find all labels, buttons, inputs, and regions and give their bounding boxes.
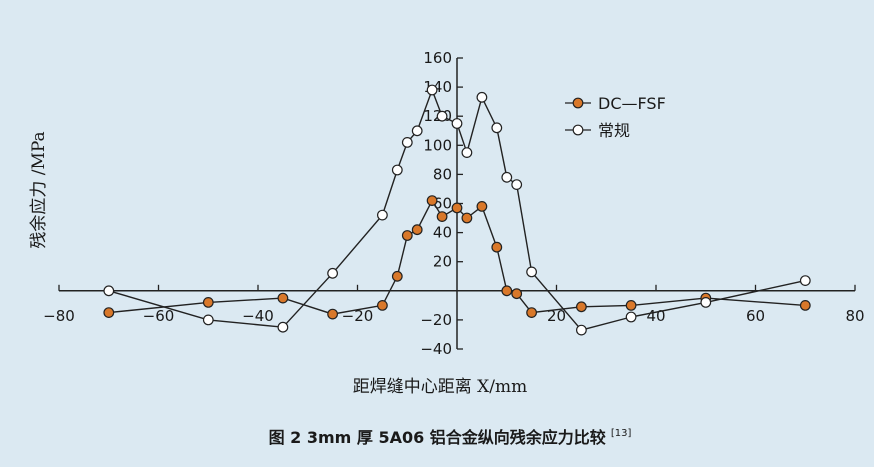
series-layer <box>103 84 811 336</box>
data-point <box>277 292 289 304</box>
data-point <box>411 224 423 236</box>
legend-marker-dcfsf <box>572 97 584 109</box>
data-point <box>625 300 637 311</box>
data-point <box>401 230 413 241</box>
data-point <box>461 147 473 159</box>
x-tick-label: 80 <box>845 307 864 325</box>
y-tick-label: −20 <box>420 311 452 329</box>
figure-caption: 图 2 3mm 厚 5A06 铝合金纵向残余应力比较 [13] <box>269 428 632 447</box>
figure-caption-text: 图 2 3mm 厚 5A06 铝合金纵向残余应力比较 <box>269 428 606 447</box>
data-point <box>436 211 448 223</box>
data-point <box>625 311 637 323</box>
data-point <box>799 300 811 311</box>
data-point <box>526 266 537 278</box>
y-tick-label: −40 <box>420 340 452 358</box>
x-tick-label: 60 <box>746 307 765 325</box>
data-point <box>277 321 289 333</box>
data-point <box>576 301 587 313</box>
data-point <box>426 84 438 96</box>
data-point <box>576 324 587 336</box>
data-point <box>461 212 473 224</box>
x-tick-label: 40 <box>646 307 665 325</box>
legend-label-conventional: 常规 <box>598 121 630 140</box>
x-tick-label: 20 <box>547 307 566 325</box>
y-tick-label: 60 <box>433 195 452 213</box>
data-point <box>436 110 448 122</box>
x-tick-label: −40 <box>242 307 274 325</box>
data-point <box>511 288 523 300</box>
data-point <box>377 209 388 221</box>
x-axis-title: 距焊缝中心距离 X/mm <box>353 377 527 397</box>
y-tick-label: 160 <box>423 49 452 67</box>
y-tick-label: 100 <box>423 136 452 154</box>
data-point <box>491 122 503 134</box>
data-point <box>526 307 537 319</box>
data-point <box>327 267 339 279</box>
data-point <box>202 314 214 326</box>
legend: DC—FSF 常规 <box>565 94 666 140</box>
data-point <box>202 297 214 308</box>
data-point <box>799 275 811 287</box>
data-point <box>103 307 115 319</box>
y-axis-title: 残余应力 /MPa <box>29 131 49 248</box>
data-point <box>426 195 438 207</box>
data-point <box>411 125 423 137</box>
data-point <box>476 91 488 103</box>
data-point <box>327 308 339 320</box>
y-tick-label: 20 <box>433 253 452 271</box>
data-point <box>501 285 513 297</box>
legend-label-dcfsf: DC—FSF <box>598 94 666 113</box>
data-point <box>391 164 403 176</box>
y-tick-label: 40 <box>433 224 452 242</box>
data-point <box>391 270 403 282</box>
x-tick-label: −60 <box>143 307 175 325</box>
series-1 <box>103 84 811 336</box>
data-point <box>451 118 463 129</box>
data-point <box>511 179 523 191</box>
data-point <box>491 241 503 253</box>
legend-marker-conventional <box>572 124 584 136</box>
figure-caption-ref: [13] <box>611 428 632 439</box>
data-point <box>501 171 513 183</box>
y-tick-label: 80 <box>433 165 452 183</box>
data-point <box>476 200 488 212</box>
series-0 <box>103 195 811 320</box>
data-point <box>700 297 712 308</box>
data-point <box>451 202 463 214</box>
x-tick-label: −80 <box>43 307 75 325</box>
data-point <box>103 285 115 297</box>
data-point <box>377 300 388 311</box>
data-point <box>401 136 413 148</box>
